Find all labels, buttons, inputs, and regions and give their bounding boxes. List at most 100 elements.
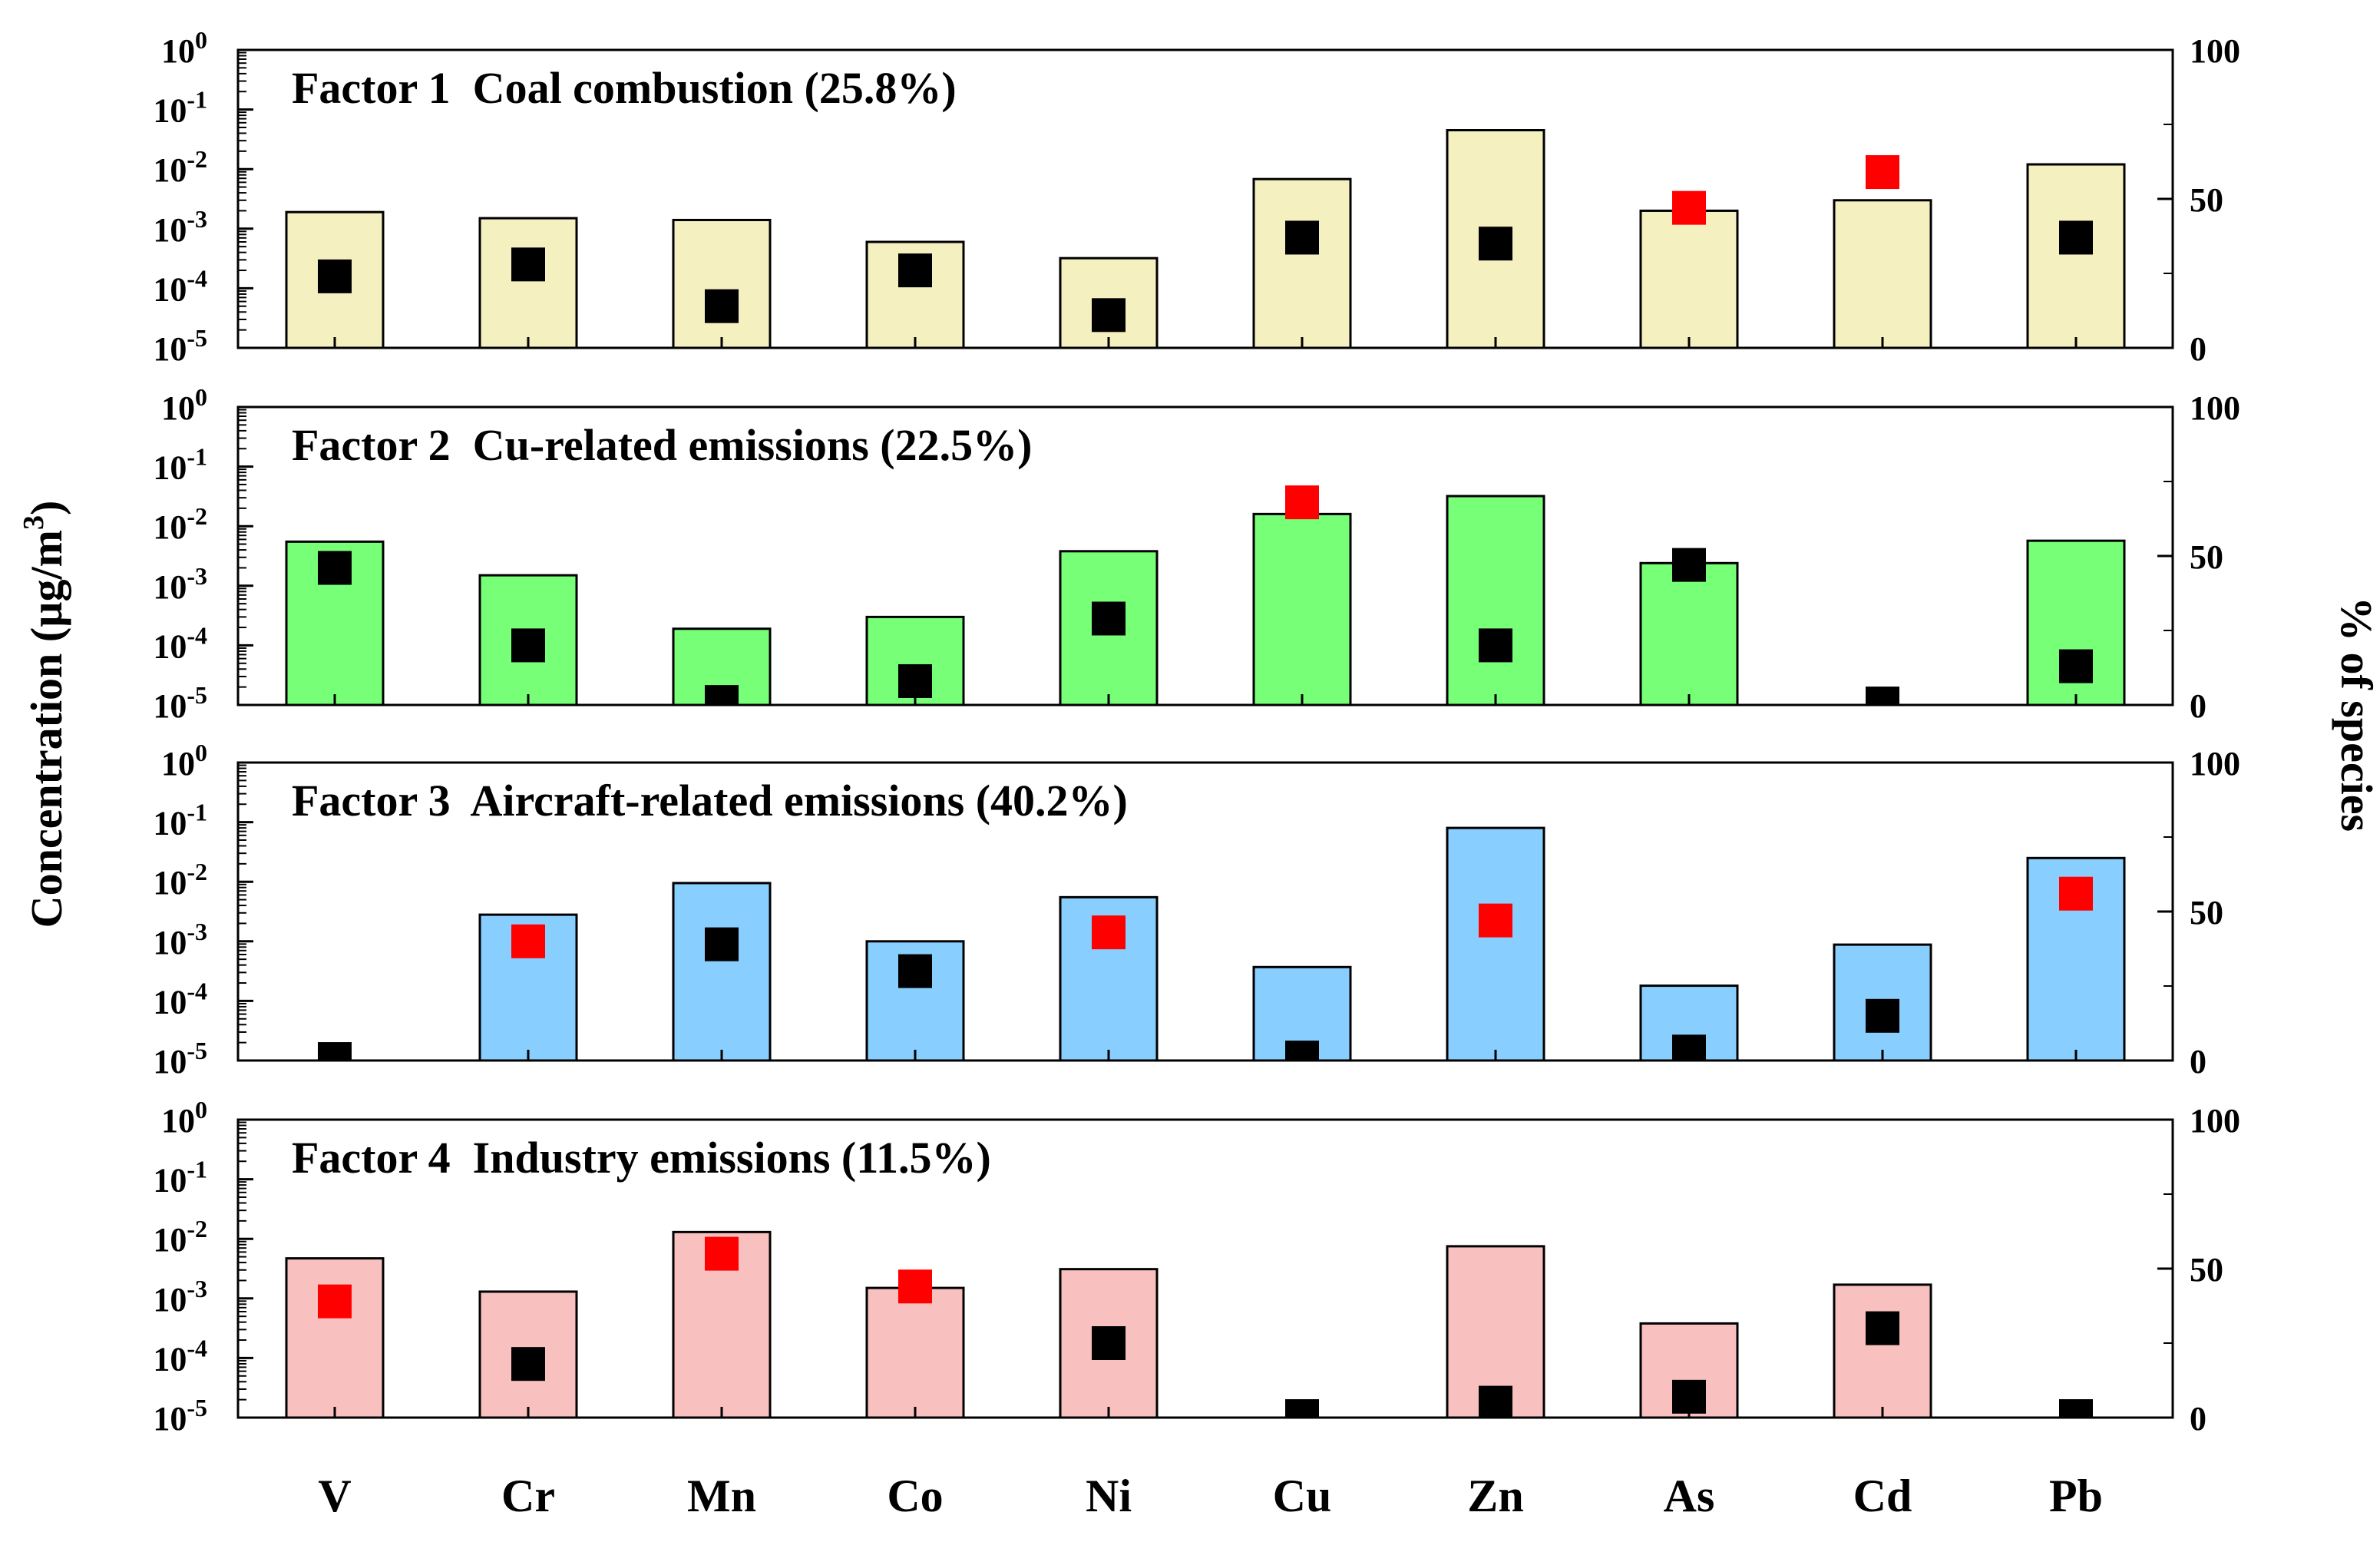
marker-percent-cr-factor-1 xyxy=(511,247,545,282)
right-tick-label: 0 xyxy=(2190,330,2206,368)
bar-zn-factor-3 xyxy=(1446,826,1545,1062)
left-tick-label: 10-2 xyxy=(153,145,207,189)
marker-percent-co-factor-4 xyxy=(898,1269,932,1304)
left-tick-label: 10-1 xyxy=(153,86,207,130)
panel-title-factor-2: Factor 2 Cu-related emissions (22.5%) xyxy=(292,420,1032,470)
panel-bottom-mask xyxy=(238,1061,2173,1093)
marker-percent-pb-factor-3 xyxy=(2059,876,2093,911)
bar-cu-factor-3 xyxy=(1252,965,1352,1062)
marker-percent-co-factor-1 xyxy=(898,253,932,288)
panel-factor-4: 100 10-1 10-2 10-3 10-4 10-5 100 50 0 Factor 4 In… xyxy=(153,1096,2240,1450)
category-label-v: V xyxy=(318,1471,351,1521)
left-tick-label: 100 xyxy=(161,383,207,427)
right-tick-label: 50 xyxy=(2190,894,2223,931)
right-tick-label: 100 xyxy=(2190,389,2240,427)
marker-percent-co-factor-3 xyxy=(898,954,932,988)
marker-percent-pb-factor-1 xyxy=(2059,220,2093,255)
left-tick-label: 10-5 xyxy=(153,324,207,368)
right-tick-label: 0 xyxy=(2190,687,2206,725)
marker-percent-cr-factor-3 xyxy=(511,924,545,958)
marker-percent-zn-factor-2 xyxy=(1479,628,1512,663)
category-label-cr: Cr xyxy=(501,1471,555,1521)
left-tick-label: 100 xyxy=(161,26,207,70)
category-label-pb: Pb xyxy=(2049,1471,2103,1521)
bar-zn-factor-2 xyxy=(1446,495,1545,706)
right-tick-label: 0 xyxy=(2190,1400,2206,1438)
bar-co-factor-4 xyxy=(865,1286,965,1419)
y-axis-left-label: Concentration (µg/m3) xyxy=(18,501,71,928)
bar-cr-factor-1 xyxy=(478,217,578,349)
marker-percent-cd-factor-1 xyxy=(1866,155,1899,190)
marker-percent-cr-factor-2 xyxy=(511,628,545,663)
left-tick-label: 10-3 xyxy=(153,1275,207,1319)
right-tick-label: 50 xyxy=(2190,538,2223,576)
marker-percent-ni-factor-2 xyxy=(1092,601,1126,636)
panel-factor-2: 100 10-1 10-2 10-3 10-4 10-5 100 50 0 Factor 2 Cu… xyxy=(153,383,2240,737)
y-axis-left-label-superscript: 3 xyxy=(18,515,50,530)
left-tick-label: 100 xyxy=(161,1096,207,1140)
bar-mn-factor-3 xyxy=(672,882,772,1062)
marker-percent-zn-factor-3 xyxy=(1479,903,1512,938)
left-tick-label: 10-3 xyxy=(153,562,207,606)
panels-group: 100 10-1 10-2 10-3 10-4 10-5 100 50 0 Factor 1 Co… xyxy=(153,26,2240,1450)
bar-as-factor-2 xyxy=(1639,561,1739,706)
left-tick-label: 10-2 xyxy=(153,502,207,546)
marker-percent-zn-factor-1 xyxy=(1479,227,1512,261)
category-label-as: As xyxy=(1664,1471,1715,1521)
marker-percent-cu-factor-2 xyxy=(1285,485,1319,520)
panel-factor-3: 100 10-1 10-2 10-3 10-4 10-5 100 50 0 Factor 3 Ai… xyxy=(153,739,2240,1093)
panel-bottom-mask xyxy=(238,349,2173,380)
panel-title-factor-1: Factor 1 Coal combustion (25.8%) xyxy=(292,63,957,113)
left-tick-label: 10-4 xyxy=(153,1334,207,1378)
panel-bottom-mask xyxy=(238,1418,2173,1450)
y-axis-right-label: % of species xyxy=(2332,597,2380,832)
marker-percent-pb-factor-2 xyxy=(2059,649,2093,683)
bar-v-factor-4 xyxy=(285,1257,385,1419)
marker-percent-as-factor-1 xyxy=(1672,190,1706,225)
right-tick-label: 0 xyxy=(2190,1043,2206,1080)
marker-percent-cr-factor-4 xyxy=(511,1347,545,1382)
marker-percent-mn-factor-3 xyxy=(705,927,739,961)
left-tick-label: 10-3 xyxy=(153,205,207,249)
left-tick-label: 10-1 xyxy=(153,443,207,487)
marker-percent-ni-factor-3 xyxy=(1092,915,1126,950)
marker-percent-mn-factor-1 xyxy=(705,289,739,323)
bar-as-factor-1 xyxy=(1639,209,1739,349)
right-tick-label: 100 xyxy=(2190,745,2240,783)
panel-bottom-mask xyxy=(238,706,2173,737)
x-axis-category-labels: V Cr Mn Co Ni Cu Zn As Cd Pb xyxy=(318,1471,2103,1521)
marker-percent-mn-factor-4 xyxy=(705,1236,739,1271)
left-tick-label: 10-5 xyxy=(153,1037,207,1080)
marker-percent-cd-factor-4 xyxy=(1866,1311,1899,1345)
bar-cu-factor-2 xyxy=(1252,512,1352,706)
panel-factor-1: 100 10-1 10-2 10-3 10-4 10-5 100 50 0 Factor 1 Co… xyxy=(153,26,2240,380)
bar-mn-factor-1 xyxy=(672,218,772,349)
category-label-co: Co xyxy=(887,1471,943,1521)
marker-percent-v-factor-4 xyxy=(318,1284,352,1319)
right-tick-label: 50 xyxy=(2190,1251,2223,1289)
left-tick-label: 10-4 xyxy=(153,264,207,308)
left-tick-label: 10-1 xyxy=(153,799,207,842)
marker-percent-co-factor-2 xyxy=(898,663,932,698)
left-tick-label: 10-4 xyxy=(153,977,207,1021)
marker-percent-cd-factor-3 xyxy=(1866,998,1899,1033)
left-tick-label: 10-4 xyxy=(153,621,207,665)
marker-percent-ni-factor-4 xyxy=(1092,1326,1126,1360)
bar-ni-factor-4 xyxy=(1059,1268,1159,1419)
left-tick-label: 10-3 xyxy=(153,918,207,961)
bar-cd-factor-1 xyxy=(1833,199,1932,349)
left-tick-label: 10-2 xyxy=(153,1215,207,1259)
category-label-mn: Mn xyxy=(687,1471,756,1521)
bar-pb-factor-1 xyxy=(2026,163,2126,349)
right-tick-label: 50 xyxy=(2190,181,2223,219)
panel-title-factor-3: Factor 3 Aircraft-related emissions (40.… xyxy=(292,776,1128,826)
right-tick-label: 100 xyxy=(2190,1102,2240,1140)
category-label-cd: Cd xyxy=(1853,1471,1912,1521)
marker-percent-cu-factor-1 xyxy=(1285,220,1319,255)
bar-cu-factor-1 xyxy=(1252,177,1352,349)
left-tick-label: 10-5 xyxy=(153,681,207,725)
category-label-cu: Cu xyxy=(1273,1471,1332,1521)
bar-cd-factor-4 xyxy=(1833,1283,1932,1419)
panel-title-factor-4: Factor 4 Industry emissions (11.5%) xyxy=(292,1133,991,1183)
